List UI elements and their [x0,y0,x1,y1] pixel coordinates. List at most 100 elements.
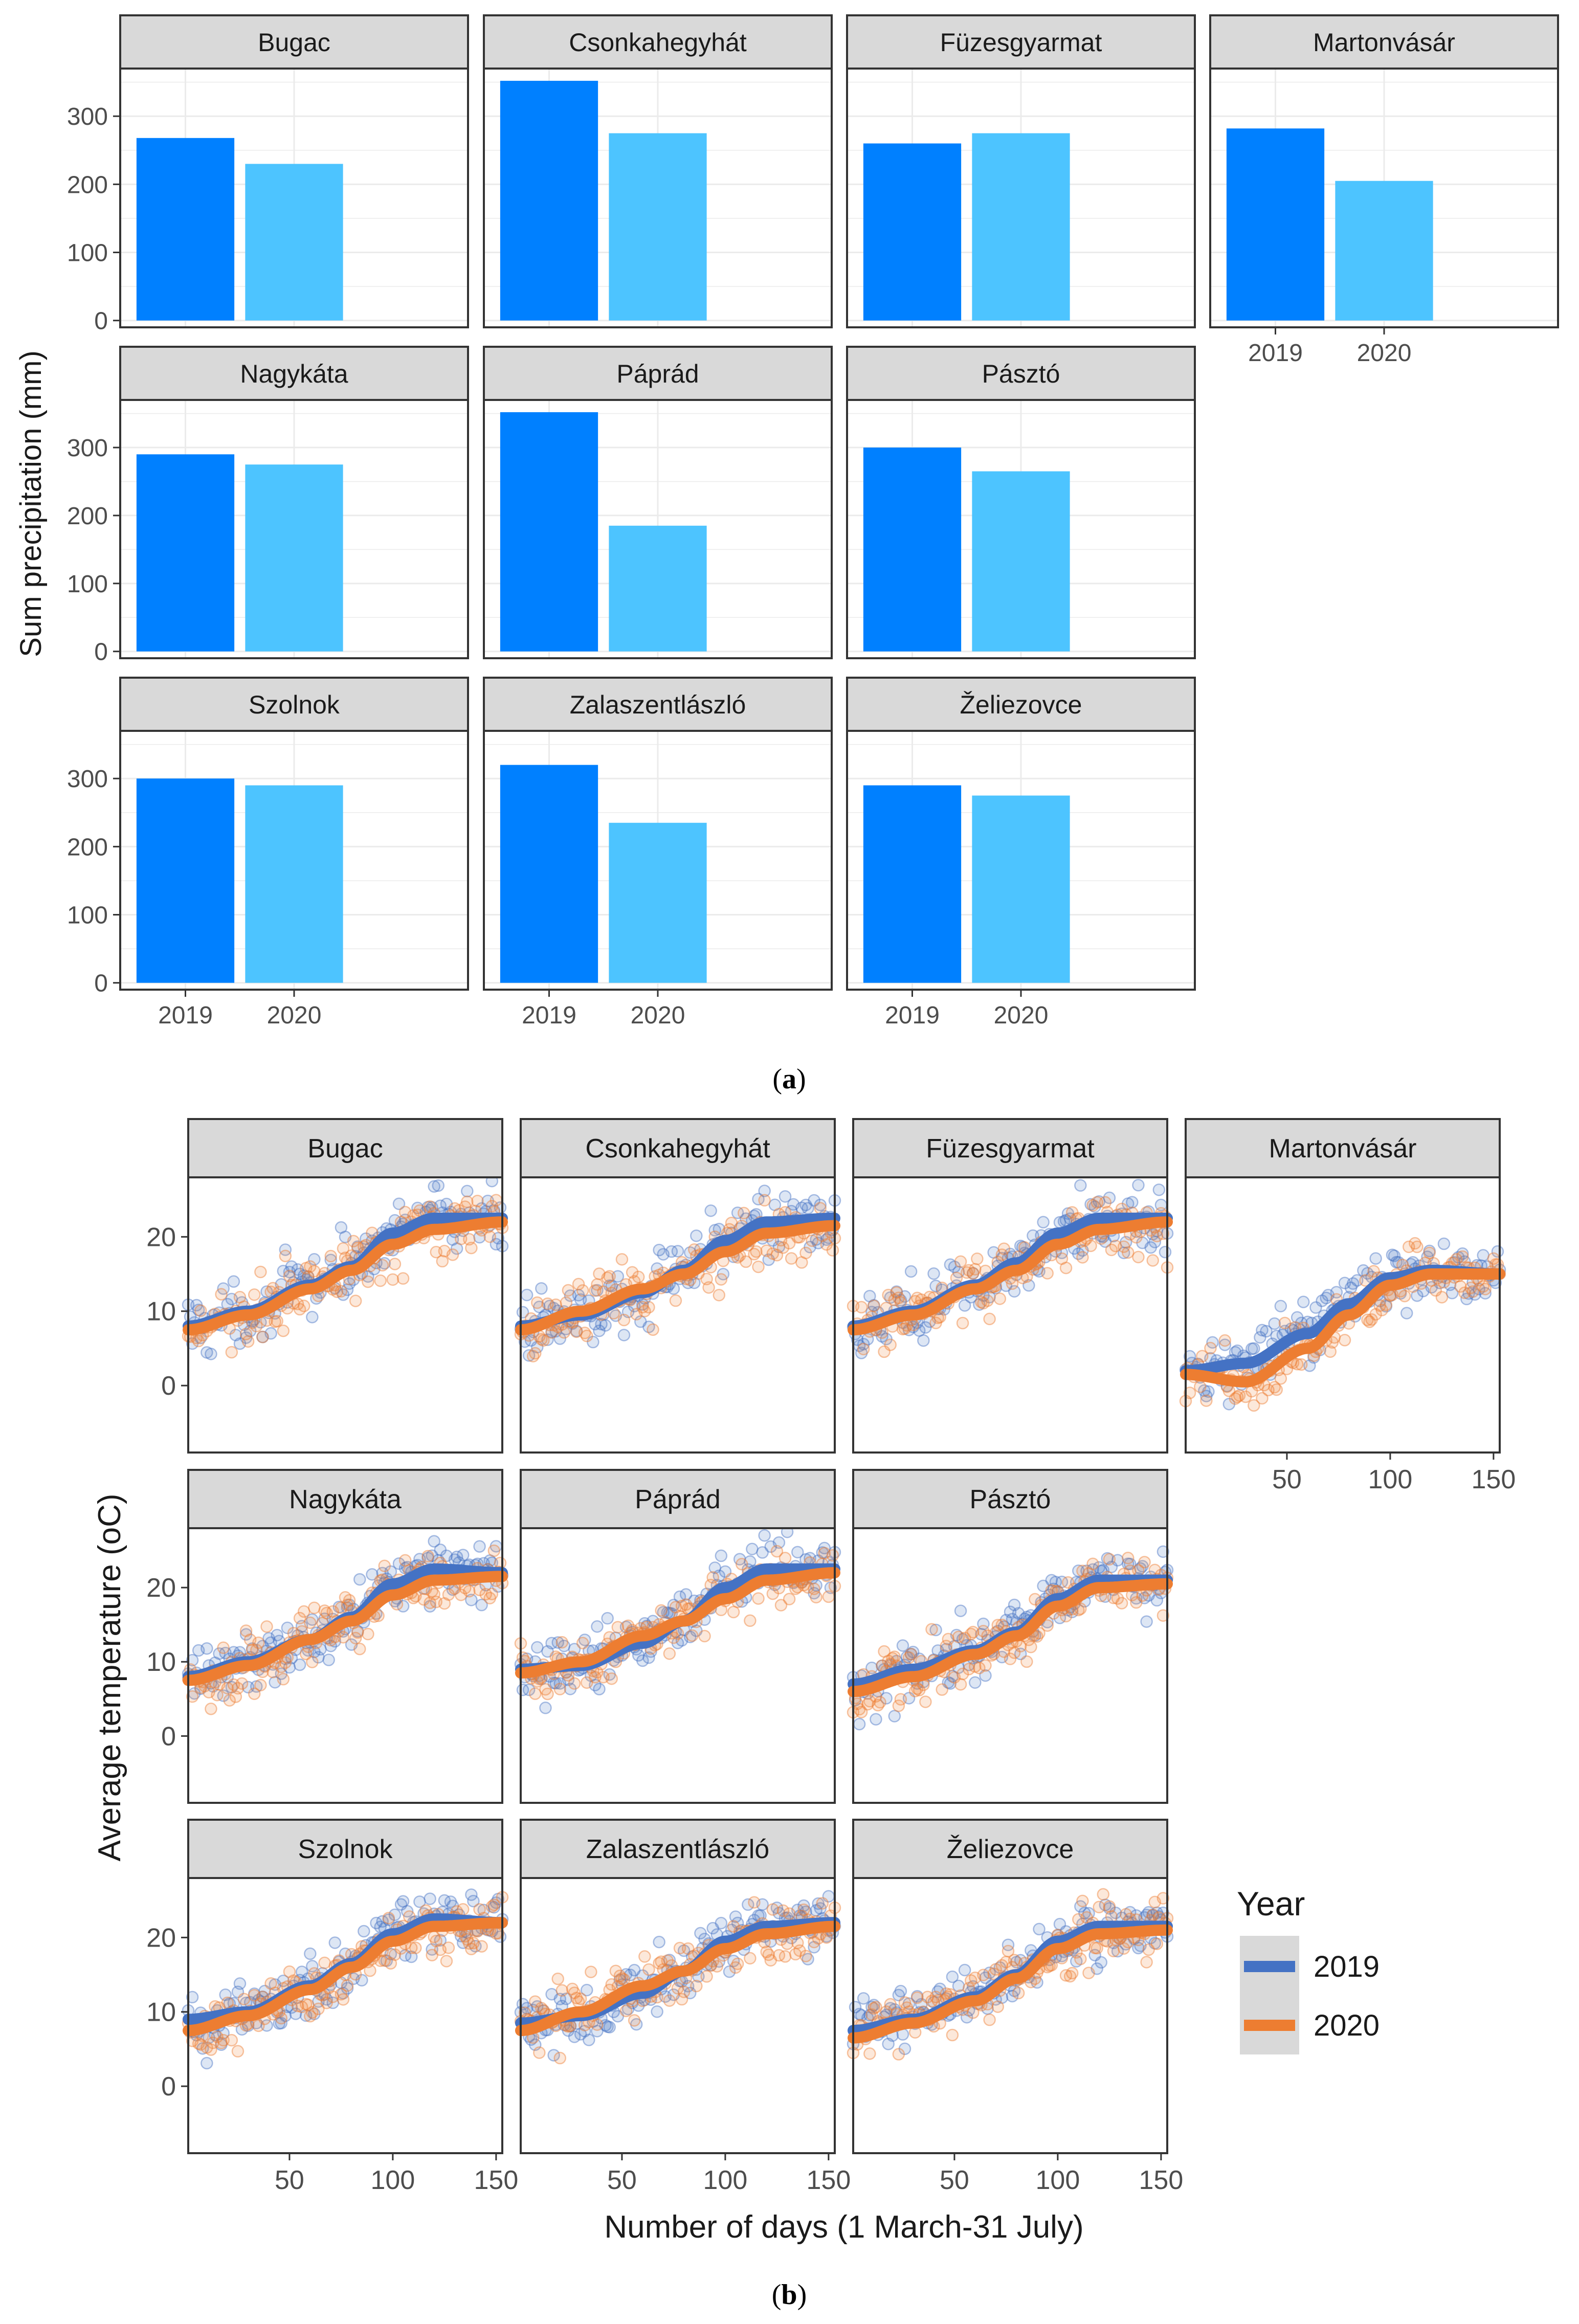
point-2019 [543,1300,556,1312]
strip [846,14,1196,70]
point-2020 [473,1903,486,1916]
point-2020 [239,1328,253,1340]
point-2019 [201,2057,213,2070]
point-2020 [663,1994,676,2007]
point-2019 [706,1921,719,1935]
point-2020 [421,1550,434,1562]
strip [187,1118,503,1178]
point-2019 [312,1995,325,2008]
x-tick-label: 150 [1471,1465,1516,1494]
point-2019 [1380,1300,1393,1313]
point-2020 [997,1242,1011,1255]
point-2020 [490,1194,503,1206]
point-2019 [1152,1183,1166,1196]
strip [846,677,1196,732]
point-2020 [398,1554,412,1567]
point-2020 [297,1605,310,1618]
point-2020 [581,1329,593,1343]
facet-paprad: Páprád [514,1469,841,1804]
point-2020 [748,1896,761,1909]
facet-csonkahegyhat: Csonkahegyhát [483,14,833,328]
point-2019 [339,1231,352,1243]
point-2020 [454,1233,468,1245]
facet-bugac: Bugac 0 100 200 300 [67,14,469,335]
point-2019 [539,1702,552,1714]
trend-line-2020 [515,1567,840,1679]
point-2019 [351,1625,364,1638]
point-2020 [1200,1394,1213,1407]
point-2019 [465,1594,478,1606]
y-tick-label: 200 [67,503,108,530]
point-2019 [756,1546,769,1559]
point-2020 [615,1253,629,1266]
point-2020 [1479,1283,1492,1295]
point-2019 [308,2007,321,2020]
point-2020 [568,1677,581,1690]
point-2019 [457,1549,470,1561]
point-2019 [1037,1216,1050,1228]
point-2019 [1008,1598,1021,1612]
strip [852,1118,1168,1178]
point-2019 [958,1299,971,1312]
point-2019 [424,1892,436,1905]
point-2019 [1218,1338,1231,1351]
point-2019 [1016,1241,1029,1254]
point-2020 [642,1963,655,1976]
point-2020 [264,1977,277,1990]
point-2019 [260,2019,273,2032]
point-2019 [572,1289,585,1302]
point-2020 [366,1226,379,1239]
point-2020 [593,1267,606,1280]
point-2020 [894,1693,907,1706]
point-2019 [250,1680,263,1693]
point-2019 [578,2025,591,2038]
point-2019 [665,1245,678,1258]
point-2020 [597,1671,610,1684]
point-2020 [1466,1285,1479,1298]
point-2020 [902,1651,916,1664]
point-2019 [376,1567,389,1580]
bar-2020 [609,133,707,321]
point-2019 [1357,1264,1370,1277]
point-2019 [398,1561,412,1575]
point-2019 [876,1330,888,1343]
point-2019 [818,1541,831,1555]
bar-2019 [1226,128,1325,321]
point-2020 [857,1343,870,1355]
point-2020 [574,1992,587,2005]
point-2020 [430,1595,442,1608]
point-2019 [1254,1331,1266,1344]
point-2020 [531,1296,544,1309]
point-2020 [760,1244,773,1257]
point-2019 [589,1679,602,1691]
point-2020 [973,1662,986,1674]
point-2020 [983,2013,996,2026]
point-2019 [553,1677,566,1690]
point-2020 [681,1942,695,1955]
point-2019 [1072,1565,1085,1577]
point-2019 [434,1543,447,1556]
point-2019 [952,1265,965,1279]
point-2019 [225,1681,238,1694]
point-2020 [888,1293,901,1306]
point-2019 [289,2007,302,2020]
point-2019 [186,1337,199,1350]
point-2019 [1400,1307,1413,1320]
point-2019 [560,1993,573,2005]
point-2019 [603,2021,616,2034]
point-2019 [671,1245,684,1258]
point-2020 [378,1559,391,1572]
point-2019 [304,1947,317,1960]
point-2020 [690,1979,703,1993]
point-2020 [655,1604,668,1617]
point-2019 [863,1289,876,1303]
point-2019 [663,1954,676,1967]
point-2020 [269,1315,281,1328]
bar-2020 [245,464,343,652]
point-2019 [1309,1301,1322,1314]
bar-2020 [972,133,1070,321]
point-2019 [1386,1248,1399,1261]
point-2020 [702,1281,715,1294]
point-2020 [215,2037,228,2049]
point-2019 [609,1309,622,1322]
